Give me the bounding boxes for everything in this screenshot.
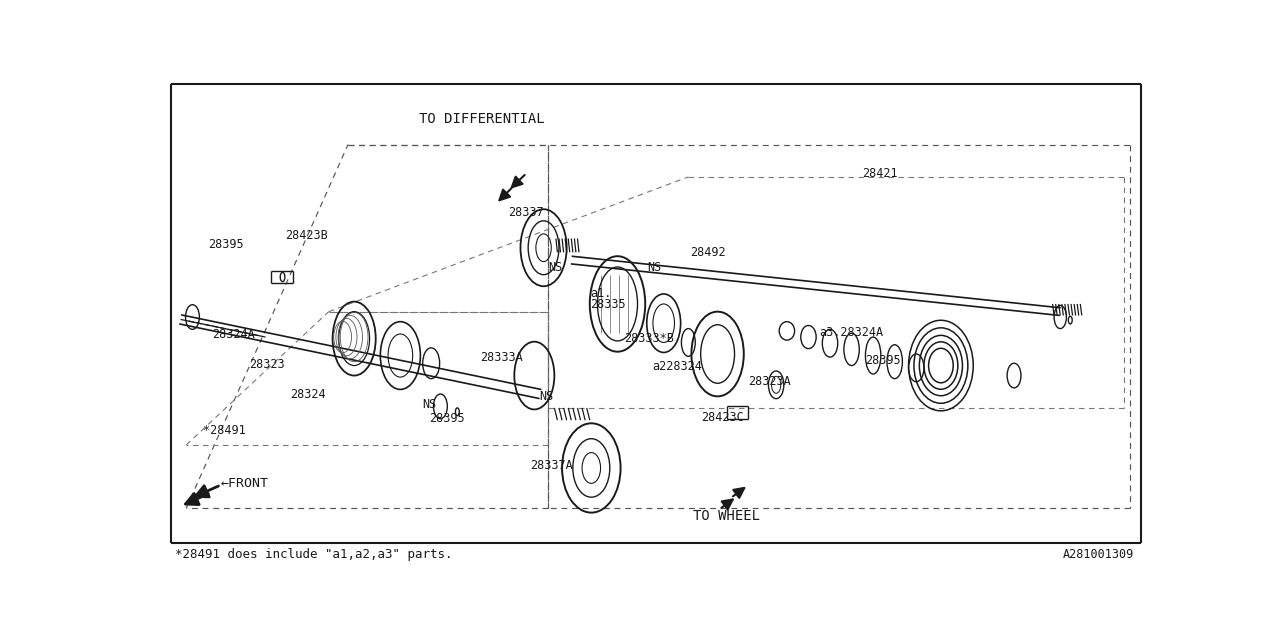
Text: 28323: 28323	[250, 358, 285, 371]
Text: 28395: 28395	[207, 238, 243, 251]
Text: 28423C: 28423C	[700, 411, 744, 424]
Text: 28421: 28421	[863, 167, 899, 180]
Text: a1.: a1.	[590, 287, 612, 300]
Text: NS: NS	[422, 398, 436, 412]
Text: 28395: 28395	[430, 412, 465, 425]
Text: *28491 does include "a1,a2,a3" parts.: *28491 does include "a1,a2,a3" parts.	[175, 548, 452, 561]
Text: a228324: a228324	[652, 360, 701, 373]
Text: 28335: 28335	[590, 298, 626, 311]
Text: NS: NS	[646, 261, 660, 275]
Text: 28395: 28395	[865, 354, 901, 367]
Text: NS: NS	[548, 261, 562, 275]
Ellipse shape	[280, 273, 285, 282]
Text: TO DIFFERENTIAL: TO DIFFERENTIAL	[419, 112, 544, 126]
Text: 28423B: 28423B	[285, 229, 328, 242]
Text: 28323A: 28323A	[749, 375, 791, 388]
Text: 28492: 28492	[690, 246, 726, 259]
Text: a3.28324A: a3.28324A	[819, 326, 883, 339]
Text: 28333A: 28333A	[480, 351, 524, 364]
Ellipse shape	[456, 408, 460, 415]
Text: 28337: 28337	[508, 206, 544, 219]
Text: A281001309: A281001309	[1062, 548, 1134, 561]
Text: ←FRONT: ←FRONT	[221, 477, 269, 490]
Text: TO WHEEL: TO WHEEL	[692, 509, 760, 523]
Text: 28333*B: 28333*B	[623, 332, 673, 345]
Ellipse shape	[1069, 316, 1073, 324]
Text: *28491: *28491	[204, 424, 246, 438]
Text: 28337A: 28337A	[530, 459, 572, 472]
Text: 28324: 28324	[291, 388, 326, 401]
Text: NS: NS	[539, 390, 553, 403]
Text: 28324A: 28324A	[212, 328, 255, 341]
